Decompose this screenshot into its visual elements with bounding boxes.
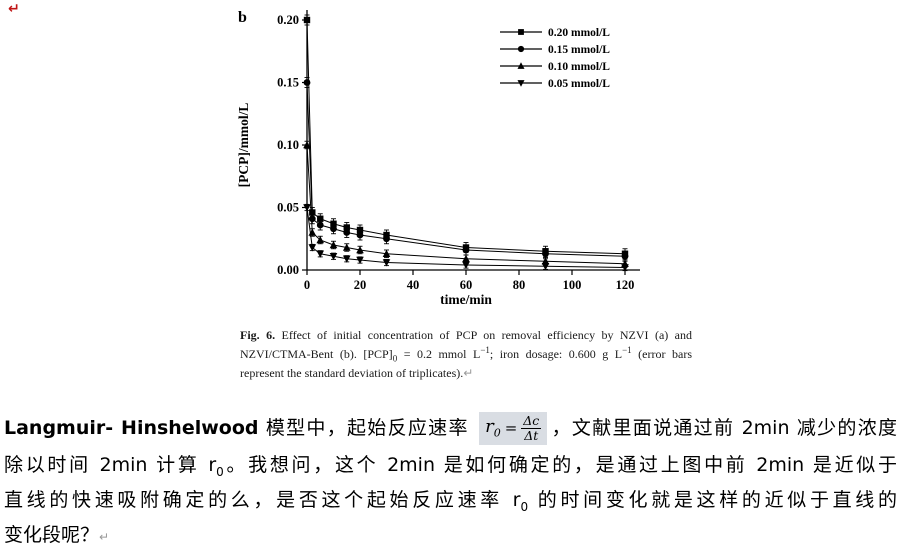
data-point [542,250,549,258]
formula-variable: r0 [485,418,501,439]
x-tick-label: 20 [354,278,367,292]
data-point [517,62,525,69]
data-point [308,215,316,223]
text-line-1: Langmuir- Hinshelwood 模型中，起始反应速率 r0 = Δc Δt… [4,410,897,446]
chart-axes: 0.00 0.05 0.10 0.15 0.20 0 20 40 60 80 100 120 time/… [236,10,640,307]
x-tick-label: 60 [460,278,473,292]
data-point [342,255,351,263]
formula-numerator: Δc [521,412,542,429]
text-line-3: 直线的快速吸附确定的么，是否这个起始反应速率 r0 的时间变化就是这样的近似于直… [4,482,897,518]
caption-superscript: −1 [622,345,632,356]
paragraph-mark: ↵ [99,530,110,544]
legend-label: 0.20 mmol/L [548,27,610,39]
formula-fraction: Δc Δt [521,412,542,444]
formula-r: r [485,416,494,438]
caption-text: Effect of initial concentration of PCP o… [240,328,693,362]
caption-text: (error bars represent the standard devia… [240,347,692,381]
y-tick-label: 0.00 [277,263,299,277]
data-point [356,246,364,254]
data-point [382,259,391,267]
chart-legend: 0.20 mmol/L 0.15 mmol/L 0.10 mmol/L 0.05 mm… [500,27,610,90]
data-point [382,249,391,257]
figure-caption: Fig. 6. Effect of initial concentration … [240,327,692,382]
text-segment: 模型中，起始反应速率 [258,417,477,439]
text-segment: 。我想问，这个 2min 是如何确定的，是通过上图中前 2min 是近似于 [223,454,897,476]
text-segment: 直线的快速吸附确定的么，是否这个起始反应速率 r [4,489,521,511]
x-axis-title: time/min [440,292,492,307]
formula-subscript: 0 [493,426,501,440]
caption-superscript: −1 [480,345,490,356]
formula-denominator: Δt [524,428,539,443]
series-0.15 [303,77,629,262]
paragraph-mark: ↵ [463,366,474,381]
data-point [383,235,390,243]
data-point [303,204,311,212]
data-point [356,256,364,264]
formula-equals: = [504,419,518,437]
pcp-decay-chart: 0.00 0.05 0.10 0.15 0.20 0 20 40 60 80 100 120 time/… [236,9,640,307]
caption-text: = 0.2 mmol L [397,347,481,362]
revision-paragraph-mark: ↵ [8,1,20,17]
y-tick-label: 0.05 [277,201,299,215]
data-point [517,45,525,53]
series-0.05 [303,203,629,272]
x-tick-label: 120 [616,278,635,292]
text-segment: ，文献里面说通过前 2min 减少的浓度 [550,417,897,439]
data-point [316,250,325,258]
text-segment: 除以时间 2min 计算 r [4,454,217,476]
y-axis-title: [PCP]/mmol/L [236,103,251,188]
data-point [303,141,311,149]
data-point [317,215,324,222]
x-tick-label: 100 [563,278,582,292]
text-segment: 变化段呢？ [4,524,100,546]
y-tick-label: 0.15 [277,76,299,90]
data-point [343,229,351,236]
data-point [316,236,325,244]
data-point [462,246,470,254]
legend-label: 0.15 mmol/L [548,44,610,56]
text-line-2: 除以时间 2min 计算 r0。我想问，这个 2min 是如何确定的，是通过上图… [4,447,897,483]
data-point [518,29,524,35]
data-point [621,264,629,272]
data-point [308,244,317,252]
data-point [462,254,470,262]
panel-label: b [238,9,247,26]
text-line-4: 变化段呢？↵ [4,517,897,553]
data-point [330,225,337,233]
data-point [541,263,550,271]
data-point [303,79,311,86]
y-tick-label: 0.20 [277,13,299,27]
x-tick-label: 80 [513,278,526,292]
data-point [329,241,338,249]
data-point [316,221,324,229]
legend-label: 0.10 mmol/L [548,61,610,73]
data-point [342,243,351,251]
data-point [621,252,629,260]
x-tick-label: 40 [407,278,420,292]
data-point [303,16,311,24]
figure-panel-b: 0.00 0.05 0.10 0.15 0.20 0 20 40 60 80 100 120 time/… [222,2,692,318]
r0-subscript: 0 [216,464,224,479]
text-segment: 的时间变化就是这样的近似于直线的 [528,489,897,511]
caption-subscript: 0 [392,353,398,364]
legend-label: 0.05 mmol/L [548,78,610,90]
r0-subscript: 0 [520,499,529,514]
initial-rate-formula: r0 = Δc Δt [479,411,548,446]
data-point [329,253,338,261]
x-tick-label: 0 [304,278,310,292]
data-point [541,257,550,265]
data-point [356,231,364,239]
data-point [517,80,525,87]
figure-caption-label: Fig. 6. [240,328,276,342]
caption-text: ; iron dosage: 0.600 g L [489,347,623,362]
model-name: Langmuir- Hinshelwood [4,417,259,439]
y-tick-label: 0.10 [277,138,299,152]
data-point [462,261,470,269]
